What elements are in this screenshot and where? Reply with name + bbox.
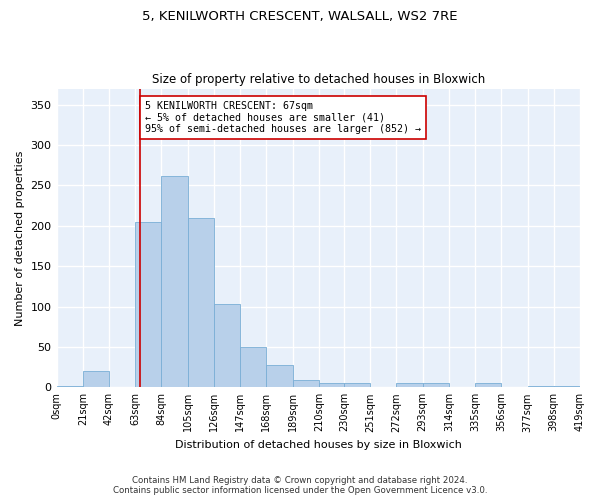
Bar xyxy=(554,386,580,388)
Text: Contains HM Land Registry data © Crown copyright and database right 2024.
Contai: Contains HM Land Registry data © Crown c… xyxy=(113,476,487,495)
Bar xyxy=(56,386,83,388)
Bar xyxy=(266,364,293,388)
Bar xyxy=(161,176,188,388)
Bar xyxy=(240,347,266,388)
Title: Size of property relative to detached houses in Bloxwich: Size of property relative to detached ho… xyxy=(152,73,485,86)
Bar xyxy=(135,222,161,388)
Bar xyxy=(83,371,109,388)
Bar xyxy=(188,218,214,388)
X-axis label: Distribution of detached houses by size in Bloxwich: Distribution of detached houses by size … xyxy=(175,440,462,450)
Y-axis label: Number of detached properties: Number of detached properties xyxy=(15,150,25,326)
Bar xyxy=(527,386,554,388)
Bar xyxy=(475,384,501,388)
Bar xyxy=(214,304,240,388)
Text: 5, KENILWORTH CRESCENT, WALSALL, WS2 7RE: 5, KENILWORTH CRESCENT, WALSALL, WS2 7RE xyxy=(142,10,458,23)
Bar xyxy=(319,384,344,388)
Bar xyxy=(397,384,422,388)
Text: 5 KENILWORTH CRESCENT: 67sqm
← 5% of detached houses are smaller (41)
95% of sem: 5 KENILWORTH CRESCENT: 67sqm ← 5% of det… xyxy=(145,100,421,134)
Bar xyxy=(293,380,319,388)
Bar xyxy=(344,384,370,388)
Bar xyxy=(422,384,449,388)
